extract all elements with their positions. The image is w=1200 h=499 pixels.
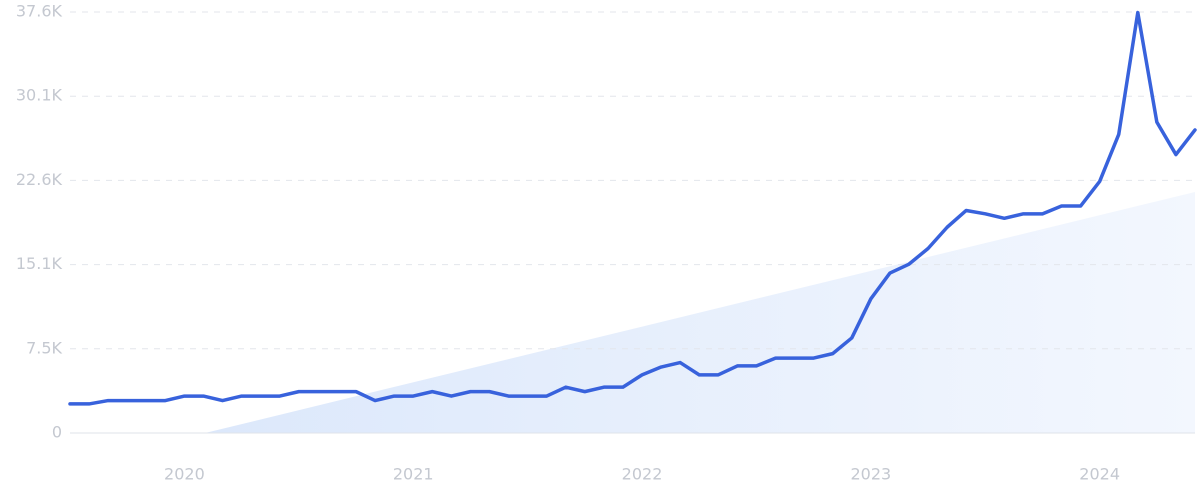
y-tick-label: 15.1K	[16, 254, 63, 273]
x-tick-label: 2023	[850, 465, 891, 484]
x-tick-label: 2022	[622, 465, 663, 484]
y-tick-label: 0	[52, 423, 62, 442]
x-tick-label: 2024	[1079, 465, 1120, 484]
x-tick-label: 2021	[393, 465, 434, 484]
x-tick-label: 2020	[164, 465, 205, 484]
trend-area	[205, 192, 1195, 433]
y-tick-label: 37.6K	[16, 2, 63, 21]
y-tick-label: 22.6K	[16, 170, 63, 189]
y-tick-label: 7.5K	[26, 338, 62, 357]
series-line	[68, 10, 1197, 406]
y-tick-label: 30.1K	[16, 86, 63, 105]
